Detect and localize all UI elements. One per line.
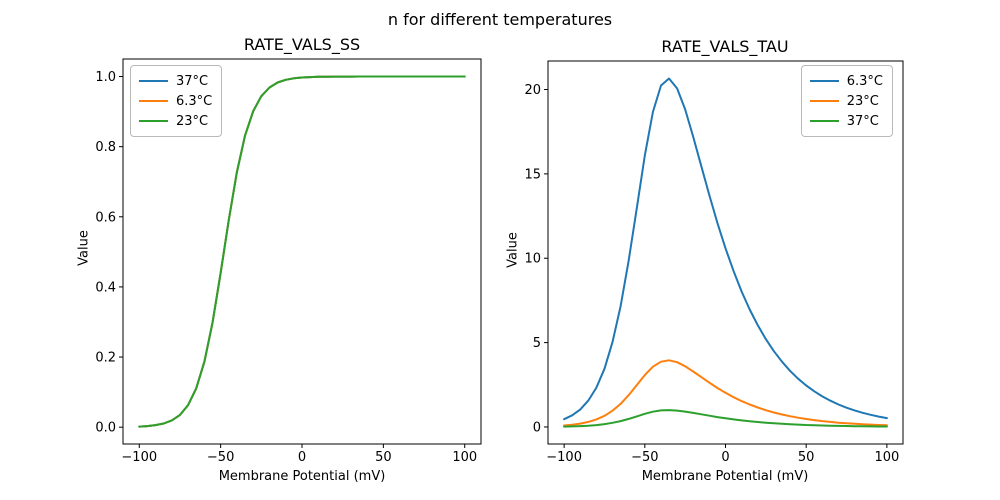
right-plot-legend: 6.3°C 23°C 37°C bbox=[800, 65, 893, 137]
y-tick-label: 20 bbox=[524, 83, 541, 98]
legend-item: 37°C bbox=[809, 111, 883, 131]
y-tick-label: 0.8 bbox=[95, 140, 116, 155]
series-curve-23°C bbox=[563, 359, 888, 427]
legend-label: 6.3°C bbox=[846, 73, 883, 89]
y-tick-label: 15 bbox=[524, 167, 541, 182]
x-tick-label: −100 bbox=[121, 450, 157, 465]
legend-line-swatch bbox=[809, 120, 839, 122]
y-tick-label: 0.0 bbox=[95, 421, 116, 436]
x-tick-label: 0 bbox=[298, 450, 306, 465]
x-tick-label: −100 bbox=[546, 450, 582, 465]
legend-label: 23°C bbox=[846, 93, 879, 109]
y-tick-label: 10 bbox=[524, 252, 541, 267]
legend-label: 6.3°C bbox=[176, 93, 213, 109]
x-tick-label: 50 bbox=[798, 450, 815, 465]
y-tick-label: 5 bbox=[533, 336, 541, 351]
left-plot-title: RATE_VALS_SS bbox=[243, 35, 361, 54]
series-curve-23°C bbox=[138, 75, 466, 428]
legend-line-swatch bbox=[139, 120, 168, 122]
y-tick-label: 0.2 bbox=[95, 351, 116, 366]
legend-label: 23°C bbox=[176, 113, 209, 129]
legend-item: 23°C bbox=[809, 91, 883, 111]
legend-label: 37°C bbox=[846, 113, 879, 129]
legend-item: 6.3°C bbox=[809, 71, 883, 91]
y-tick-label: 1.0 bbox=[95, 70, 116, 85]
legend-line-swatch bbox=[139, 100, 168, 102]
left-plot-legend: 37°C 6.3°C 23°C bbox=[130, 65, 223, 137]
left-y-axis-label: Value bbox=[76, 230, 92, 266]
right-plot-title: RATE_VALS_TAU bbox=[661, 37, 789, 56]
legend-label: 37°C bbox=[176, 73, 209, 89]
y-tick-label: 0.4 bbox=[95, 280, 116, 295]
figure-title: n for different temperatures bbox=[387, 10, 613, 29]
left-x-axis-label: Membrane Potential (mV) bbox=[218, 469, 386, 484]
y-tick-label: 0.6 bbox=[95, 210, 116, 225]
x-tick-label: −50 bbox=[207, 450, 234, 465]
x-tick-label: 50 bbox=[375, 450, 392, 465]
x-tick-label: 0 bbox=[721, 450, 729, 465]
legend-item: 23°C bbox=[139, 111, 212, 131]
legend-item: 6.3°C bbox=[139, 91, 212, 111]
legend-item: 37°C bbox=[139, 71, 212, 91]
right-y-axis-label: Value bbox=[505, 232, 521, 268]
legend-line-swatch bbox=[809, 100, 839, 102]
x-tick-label: 100 bbox=[874, 450, 899, 465]
legend-line-swatch bbox=[809, 80, 839, 82]
y-tick-label: 0 bbox=[533, 420, 541, 435]
legend-line-swatch bbox=[139, 80, 168, 82]
right-x-axis-label: Membrane Potential (mV) bbox=[641, 469, 809, 484]
x-tick-label: −50 bbox=[631, 450, 658, 465]
series-curve-37°C bbox=[563, 409, 888, 428]
series-curve-6.3°C bbox=[563, 77, 888, 421]
x-tick-label: 100 bbox=[452, 450, 477, 465]
